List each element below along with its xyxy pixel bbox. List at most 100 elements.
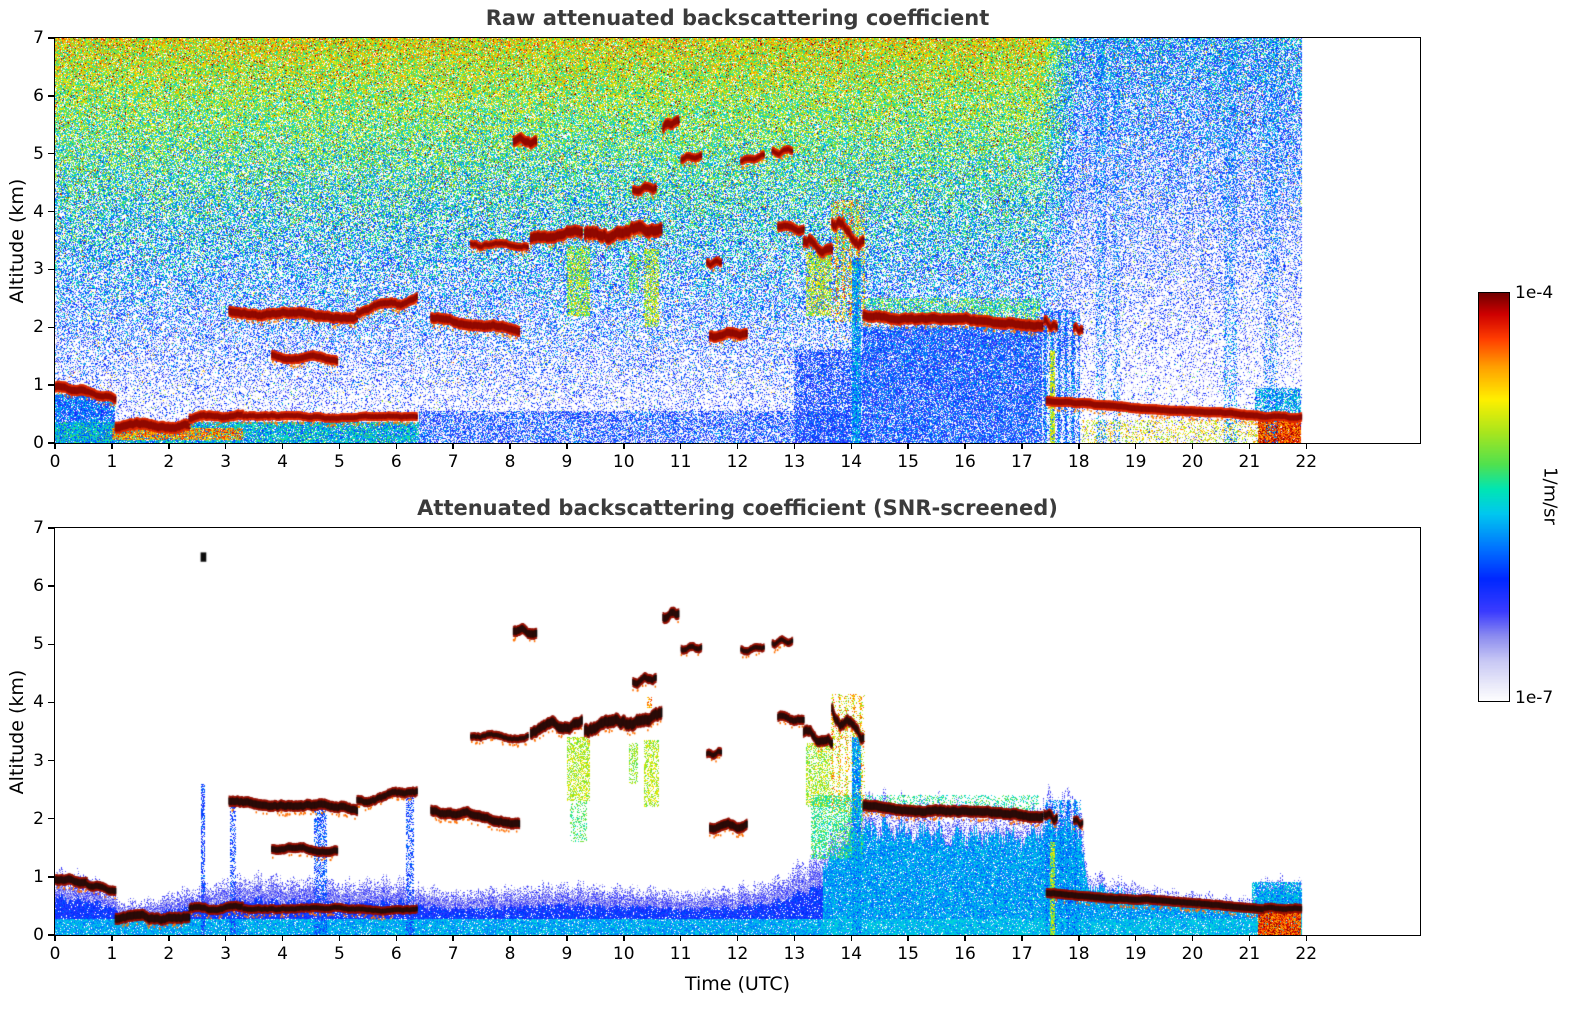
y-tick-label: 7 (33, 28, 44, 48)
x-tick-mark (623, 935, 625, 941)
y-tick-label: 3 (33, 259, 44, 280)
screened-plot-area (53, 526, 1421, 936)
x-tick-mark (168, 443, 170, 449)
x-tick-label: 17 (1011, 944, 1033, 964)
x-tick-mark (338, 443, 341, 449)
x-tick-mark (566, 443, 568, 449)
y-tick-label: 6 (33, 576, 44, 597)
x-tick-label: 8 (504, 944, 516, 964)
colorbar-gradient (1479, 293, 1509, 701)
x-tick-label: 8 (504, 452, 516, 472)
x-tick-label: 20 (1181, 452, 1204, 472)
y-tick-mark (47, 210, 54, 213)
x-tick-label: 16 (954, 452, 976, 472)
x-tick-mark (907, 443, 909, 449)
x-tick-mark (907, 935, 909, 941)
y-tick-mark (47, 527, 54, 529)
x-tick-label: 7 (447, 452, 459, 472)
x-tick-mark (452, 935, 454, 941)
x-axis-label: Time (UTC) (684, 973, 791, 995)
x-tick-mark (1305, 443, 1307, 449)
x-tick-label: 5 (333, 944, 345, 964)
y-tick-label: 0 (33, 433, 44, 453)
y-tick-mark (47, 701, 54, 704)
y-tick-mark (47, 442, 54, 444)
x-tick-mark (281, 443, 284, 449)
y-tick-label: 4 (33, 692, 44, 713)
x-tick-mark (679, 443, 682, 449)
x-tick-label: 4 (277, 452, 288, 472)
y-tick-label: 5 (33, 634, 44, 655)
x-tick-mark (1305, 935, 1307, 941)
x-tick-mark (1191, 935, 1194, 941)
y-tick-mark (47, 934, 54, 936)
x-tick-label: 13 (783, 452, 806, 472)
x-tick-label: 0 (49, 944, 61, 964)
x-tick-label: 12 (726, 452, 749, 472)
x-tick-label: 22 (1295, 944, 1318, 964)
y-tick-label: 6 (33, 85, 44, 106)
x-tick-label: 15 (897, 452, 919, 472)
x-tick-label: 21 (1238, 452, 1261, 472)
screened-panel-title: Attenuated backscattering coefficient (S… (417, 496, 1058, 520)
y-tick-mark (47, 37, 54, 39)
x-tick-label: 19 (1124, 452, 1147, 472)
x-tick-label: 4 (277, 944, 288, 964)
x-tick-label: 7 (447, 944, 459, 964)
colorbar (1478, 292, 1510, 702)
x-tick-mark (566, 935, 568, 941)
y-tick-label: 7 (33, 518, 44, 538)
x-tick-label: 3 (220, 944, 232, 964)
raw-plot-area (53, 36, 1421, 444)
x-tick-label: 10 (612, 944, 635, 964)
x-tick-label: 15 (897, 944, 919, 964)
y-tick-label: 1 (33, 866, 44, 887)
x-tick-mark (679, 935, 682, 941)
x-tick-mark (1248, 935, 1251, 941)
x-tick-label: 18 (1067, 452, 1090, 472)
x-tick-label: 9 (561, 452, 573, 472)
x-tick-mark (850, 443, 852, 449)
x-tick-mark (793, 935, 796, 941)
x-tick-mark (224, 443, 227, 449)
x-tick-label: 2 (163, 944, 175, 964)
x-tick-mark (1191, 443, 1194, 449)
x-tick-label: 3 (220, 452, 232, 472)
x-tick-mark (509, 935, 511, 941)
screened-heatmap-canvas (54, 527, 1420, 935)
y-tick-mark (47, 585, 54, 587)
x-tick-mark (793, 443, 796, 449)
x-tick-label: 11 (669, 452, 692, 472)
y-tick-label: 2 (33, 317, 44, 338)
y-tick-label: 2 (33, 808, 44, 829)
colorbar-max-label: 1e-4 (1515, 283, 1554, 303)
x-tick-mark (395, 443, 397, 449)
x-tick-mark (111, 443, 113, 449)
x-tick-mark (964, 935, 966, 941)
x-tick-mark (452, 443, 454, 449)
x-tick-mark (224, 935, 227, 941)
x-tick-label: 13 (783, 944, 806, 964)
y-tick-mark (47, 643, 54, 646)
x-tick-mark (623, 443, 625, 449)
x-tick-label: 21 (1238, 944, 1261, 964)
y-tick-mark (47, 326, 54, 329)
x-tick-mark (395, 935, 397, 941)
y-tick-mark (47, 95, 54, 97)
x-tick-label: 1 (106, 452, 118, 472)
x-tick-label: 5 (333, 452, 345, 472)
y-tick-mark (47, 759, 54, 762)
x-tick-label: 14 (840, 452, 863, 472)
y-tick-mark (47, 817, 54, 820)
x-tick-mark (1021, 935, 1023, 941)
x-tick-label: 19 (1124, 944, 1147, 964)
y-tick-mark (47, 876, 54, 878)
x-tick-mark (111, 935, 113, 941)
x-tick-label: 18 (1067, 944, 1090, 964)
x-tick-label: 6 (390, 944, 402, 964)
y-tick-label: 5 (33, 143, 44, 164)
x-tick-mark (850, 935, 852, 941)
y-tick-label: 4 (33, 201, 44, 222)
y-tick-mark (47, 152, 54, 155)
